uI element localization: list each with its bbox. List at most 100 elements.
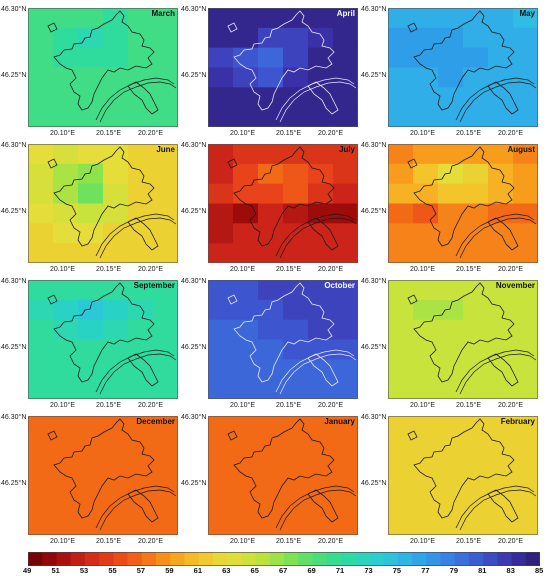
- map-cell: [53, 379, 79, 399]
- colorbar-segment: [369, 552, 384, 566]
- lon-label: 20.20°E: [498, 402, 523, 409]
- map-cell: [258, 27, 284, 49]
- map-cell: [333, 339, 358, 360]
- map-cell: [333, 515, 358, 535]
- colorbar-segment: [483, 552, 498, 566]
- map-cell: [78, 379, 104, 399]
- map-panel-may: May: [388, 8, 538, 127]
- map-cell: [333, 27, 358, 49]
- lon-label: 20.20°E: [318, 402, 343, 409]
- map-cell: [488, 107, 514, 127]
- map-cell: [283, 87, 309, 108]
- map-cell: [233, 107, 259, 127]
- map-cell: [233, 67, 259, 88]
- map-cell: [28, 495, 54, 516]
- map-cell: [283, 435, 309, 457]
- map-cell: [78, 339, 104, 360]
- map-raster: [388, 416, 538, 535]
- map-cell: [28, 47, 54, 68]
- lon-label: 20.15°E: [456, 402, 481, 409]
- map-cell: [308, 243, 334, 263]
- river-outline: [95, 349, 175, 393]
- map-cell: [388, 163, 414, 185]
- map-cell: [103, 243, 129, 263]
- map-cell: [513, 495, 538, 516]
- lon-label: 20.10°E: [410, 266, 435, 273]
- map-cell: [513, 107, 538, 127]
- river-outline: [275, 77, 355, 121]
- map-cell: [258, 299, 284, 321]
- month-label: December: [136, 417, 175, 426]
- city-boundary: [227, 430, 238, 441]
- map-cell: [78, 475, 104, 496]
- colorbar-segment: [269, 552, 285, 566]
- map-cell: [103, 495, 129, 516]
- map-panel-december: December: [28, 416, 178, 535]
- map-cell: [513, 475, 538, 496]
- map-cell: [233, 495, 259, 516]
- map-cell: [488, 243, 514, 263]
- map-cell: [283, 107, 309, 127]
- map-cell: [208, 87, 234, 108]
- lon-label: 20.15°E: [96, 266, 121, 273]
- city-boundary: [487, 81, 519, 115]
- city-boundary: [487, 489, 519, 523]
- lat-label-mid: 46.25°N: [1, 480, 27, 487]
- river-outline: [99, 217, 177, 259]
- map-cell: [438, 47, 464, 68]
- map-cell: [308, 416, 334, 437]
- map-cell: [233, 163, 259, 185]
- colorbar-segment: [184, 552, 200, 566]
- map-cell: [103, 47, 129, 68]
- city-boundary: [307, 81, 339, 115]
- map-cell: [388, 455, 414, 476]
- colorbar-segment: [227, 552, 242, 566]
- map-cell: [28, 163, 54, 185]
- map-cell: [103, 163, 129, 185]
- map-cell: [28, 319, 54, 340]
- map-panel-october: October: [208, 280, 358, 399]
- map-cell: [208, 435, 234, 457]
- map-cell: [153, 67, 178, 88]
- colorbar-segment: [468, 552, 484, 566]
- map-cell: [208, 475, 234, 496]
- map-cell: [208, 339, 234, 360]
- lat-label-mid: 46.25°N: [1, 344, 27, 351]
- map-cell: [488, 319, 514, 340]
- map-cell: [488, 495, 514, 516]
- lon-label: 20.15°E: [456, 538, 481, 545]
- map-cell: [128, 495, 154, 516]
- map-cell: [333, 87, 358, 108]
- lat-label-top: 46.30°N: [181, 278, 207, 285]
- map-cell: [463, 8, 489, 29]
- city-boundary: [233, 10, 335, 111]
- map-cell: [128, 319, 154, 340]
- map-cell: [388, 339, 414, 360]
- map-cell: [513, 455, 538, 476]
- city-boundary: [227, 22, 238, 33]
- map-cell: [53, 416, 79, 437]
- map-cell: [53, 67, 79, 88]
- map-cell: [388, 107, 414, 127]
- lon-label: 20.20°E: [498, 266, 523, 273]
- map-cell: [103, 27, 129, 49]
- map-cell: [258, 243, 284, 263]
- map-cell: [488, 339, 514, 360]
- map-cell: [128, 416, 154, 437]
- map-cell: [53, 475, 79, 496]
- map-cell: [53, 87, 79, 108]
- map-cell: [488, 183, 514, 204]
- lon-label: 20.10°E: [230, 130, 255, 137]
- lon-label: 20.15°E: [96, 538, 121, 545]
- map-cell: [258, 203, 284, 224]
- map-cell: [78, 495, 104, 516]
- map-cell: [103, 87, 129, 108]
- map-cell: [513, 183, 538, 204]
- map-raster: [388, 280, 538, 399]
- colorbar-segment: [241, 552, 256, 566]
- map-cell: [103, 223, 129, 244]
- map-cell: [28, 203, 54, 224]
- colorbar-tick-label: 55: [108, 566, 117, 575]
- city-boundary: [47, 430, 58, 441]
- map-cell: [128, 107, 154, 127]
